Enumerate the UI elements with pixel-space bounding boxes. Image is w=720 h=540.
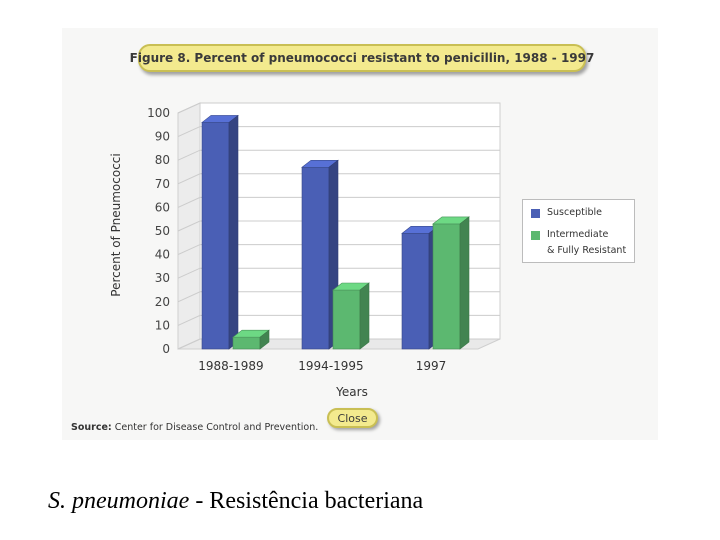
- gridline-40: [177, 244, 500, 256]
- caption-species: S. pneumoniae: [48, 488, 190, 514]
- y-tick-label-20: 20: [155, 295, 170, 309]
- y-tick-label-100: 100: [147, 106, 170, 120]
- bar-side-intermediate-1: [359, 282, 370, 350]
- y-tick-label-40: 40: [155, 248, 170, 262]
- slide-caption: S. pneumoniae - Resistência bacteriana: [48, 488, 423, 515]
- x-tick-label-0: 1988-1989: [198, 359, 263, 373]
- y-tick-label-90: 90: [155, 130, 170, 144]
- legend-label-fully-resistant: & Fully Resistant: [547, 245, 627, 256]
- y-tick-label-30: 30: [155, 271, 170, 285]
- source-note: Source: Center for Disease Control and P…: [71, 422, 318, 433]
- close-button[interactable]: Close: [327, 408, 378, 428]
- gridline-80: [177, 149, 500, 161]
- source-label: Source:: [71, 422, 112, 433]
- y-tick-label-50: 50: [155, 224, 170, 238]
- gridline-70: [177, 173, 500, 185]
- gridline-100: [177, 102, 500, 114]
- gridline-30: [177, 267, 500, 279]
- gridline-60: [177, 196, 500, 208]
- caption-text: - Resistência bacteriana: [189, 488, 424, 514]
- gridline-90: [177, 126, 500, 138]
- y-tick-label-70: 70: [155, 177, 170, 191]
- figure-title-banner: Figure 8. Percent of pneumococci resista…: [130, 44, 594, 72]
- figure-title: Figure 8. Percent of pneumococci resista…: [129, 51, 595, 65]
- legend-label-susceptible: Susceptible: [547, 207, 602, 218]
- source-text: Center for Disease Control and Preventio…: [114, 422, 319, 433]
- x-axis-title: Years: [335, 385, 368, 399]
- y-tick-label-0: 0: [162, 342, 170, 356]
- bar-susceptible-0: [201, 122, 230, 350]
- bar-side-intermediate-2: [459, 216, 470, 350]
- bar-susceptible-2: [401, 233, 430, 350]
- gridline-50: [177, 220, 500, 232]
- gridline-20: [177, 291, 500, 303]
- bar-side-susceptible-0: [228, 114, 239, 350]
- y-axis-title: Percent of Pneumococci: [109, 153, 123, 296]
- x-tick-label-2: 1997: [416, 359, 447, 373]
- gridline-10: [177, 314, 500, 326]
- legend-label-intermediate: Intermediate: [547, 229, 609, 240]
- bar-side-intermediate-0: [259, 329, 270, 350]
- bar-susceptible-1: [301, 166, 330, 350]
- x-tick-label-1: 1994-1995: [298, 359, 363, 373]
- legend-swatch-resistant: [531, 231, 540, 240]
- y-tick-label-60: 60: [155, 200, 170, 214]
- bar-intermediate-0: [232, 336, 261, 350]
- gridline-0: [177, 338, 500, 350]
- legend-swatch-susceptible: [531, 209, 540, 218]
- y-tick-label-80: 80: [155, 153, 170, 167]
- bar-intermediate-1: [332, 289, 361, 350]
- chart-legend: Susceptible Intermediate & Fully Resista…: [522, 199, 635, 263]
- y-tick-label-10: 10: [155, 318, 170, 332]
- bar-intermediate-2: [432, 223, 461, 350]
